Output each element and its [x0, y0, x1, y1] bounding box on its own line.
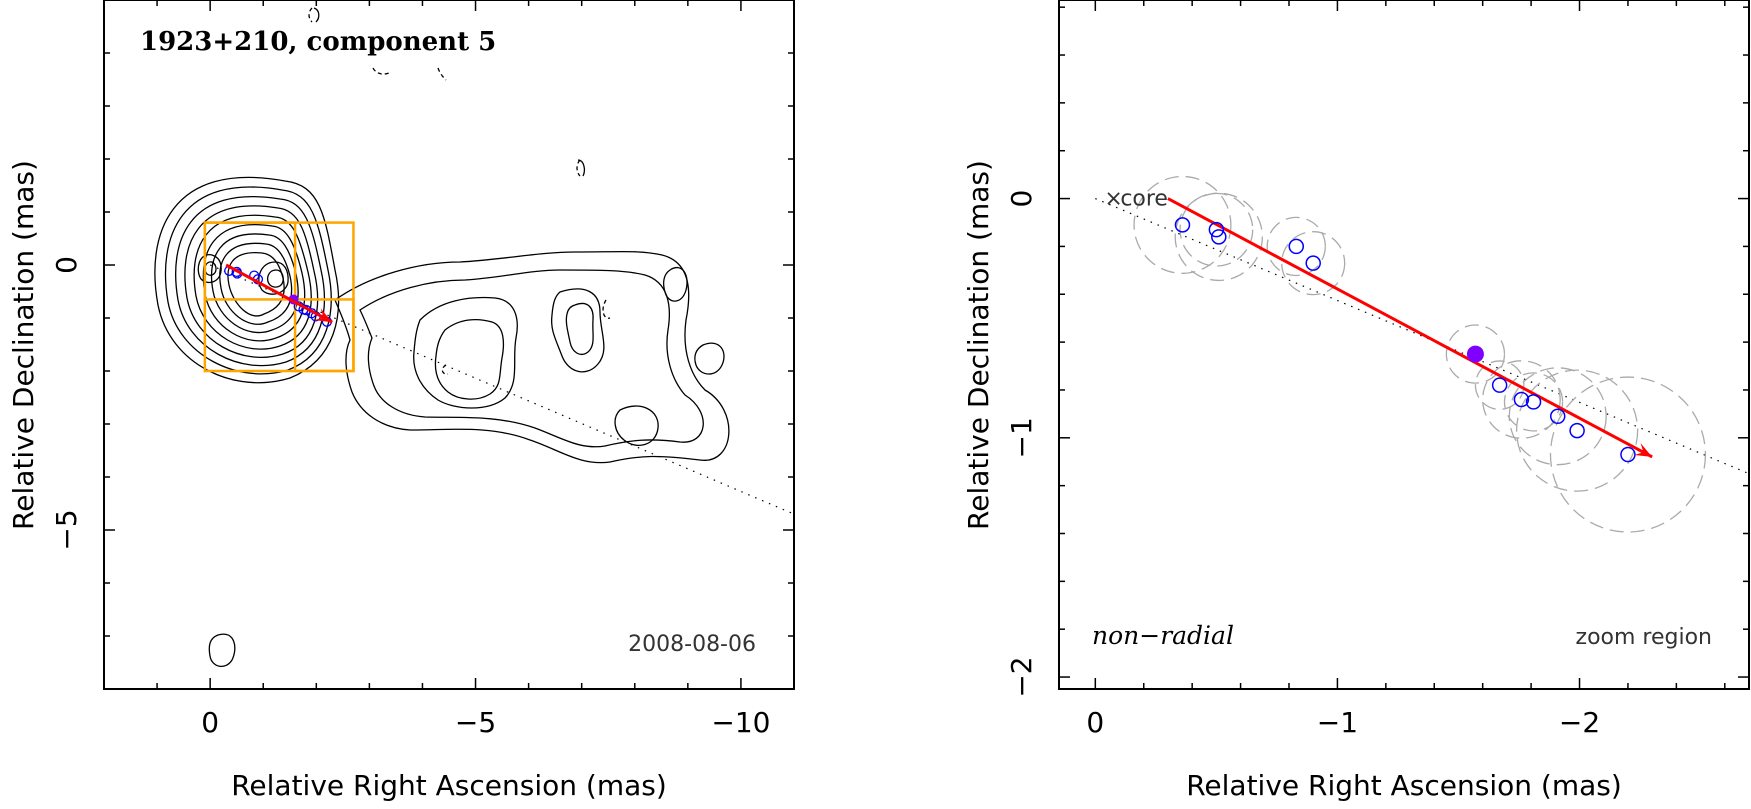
left-axis-ticks: 0 −5 −10 0 −5	[50, 0, 795, 739]
right-y-tick-label: −2	[1005, 656, 1038, 697]
map-title: 1923+210, component 5	[140, 27, 496, 57]
component-marker	[1620, 446, 1636, 463]
jet-direction-arrow	[225, 263, 333, 324]
right-y-axis-label: Relative Declination (mas)	[962, 160, 995, 530]
left-x-axis-label: Relative Right Ascension (mas)	[231, 769, 667, 802]
contour-map	[154, 7, 730, 667]
left-y-tick-label: 0	[50, 256, 83, 274]
observation-date: 2008-08-06	[628, 632, 756, 657]
jet-direction-arrow	[1167, 197, 1653, 459]
zoom-region-label: zoom region	[1576, 625, 1712, 650]
component-size-circle	[1482, 360, 1561, 439]
left-x-tick-label: −5	[455, 706, 496, 739]
zoom-box-1	[203, 221, 297, 301]
right-x-tick-label: −2	[1559, 706, 1600, 739]
component-marker	[1174, 217, 1191, 233]
component-marker	[1525, 394, 1542, 410]
right-x-axis-label: Relative Right Ascension (mas)	[1186, 769, 1622, 802]
component-marker	[1491, 377, 1508, 393]
left-arrow-head	[314, 308, 333, 323]
core-label: core	[1120, 187, 1168, 212]
right-y-tick-label: −1	[1005, 417, 1038, 458]
non-radial-label: non−radial	[1092, 621, 1234, 650]
component-size-circle	[1266, 216, 1326, 277]
left-arrow-shaft	[225, 263, 333, 324]
right-plot-frame	[1058, 0, 1750, 690]
left-plot-frame	[103, 0, 795, 690]
left-y-tick-label: −5	[50, 509, 83, 550]
component-marker	[1513, 391, 1530, 408]
zoom-region-boxes	[203, 221, 355, 373]
right-radial-line	[1095, 198, 1750, 475]
component-marker	[1288, 238, 1305, 255]
component-marker	[1549, 408, 1566, 425]
right-x-tick-label: −1	[1317, 706, 1358, 739]
highlight-size-circle	[1445, 324, 1506, 384]
isolated-contours	[208, 7, 725, 667]
left-y-axis-label: Relative Declination (mas)	[7, 160, 40, 530]
radial-direction-line	[1095, 198, 1750, 475]
zoom-box-2	[293, 298, 355, 373]
core-contours	[154, 176, 340, 384]
component-marker	[1211, 229, 1227, 245]
right-y-tick-label: 0	[1005, 190, 1038, 208]
component-size-circle	[1474, 360, 1525, 411]
left-panel-contour-map: 0 −5 −10 0 −5	[7, 0, 795, 802]
component-size-circle	[1515, 369, 1639, 492]
component-marker	[1208, 221, 1225, 238]
right-axis-ticks: 0 −1 −2 0 −1 −2	[1005, 0, 1749, 739]
component-marker	[1569, 422, 1585, 439]
component-size-circle	[1549, 376, 1707, 533]
right-panel-zoom: 0 −1 −2 0 −1 −2 × core non−radial zoom region…	[962, 0, 1750, 802]
component-size-circle	[1508, 367, 1607, 466]
component-size-circle	[1133, 175, 1232, 274]
right-arrow-shaft	[1167, 197, 1653, 459]
jet-contours	[334, 250, 730, 464]
highlight-component-marker	[1466, 345, 1484, 363]
component-size-circle	[1281, 231, 1346, 296]
left-x-tick-label: −10	[711, 706, 770, 739]
left-x-tick-label: 0	[201, 706, 219, 739]
right-arrow-head	[1634, 443, 1653, 457]
right-x-tick-label: 0	[1086, 706, 1104, 739]
component-markers: ×	[1104, 187, 1636, 463]
core-marker-icon: ×	[1104, 187, 1122, 212]
component-size-circle	[1174, 192, 1264, 282]
component-marker	[1305, 255, 1321, 271]
component-size-circle	[1503, 372, 1564, 432]
component-size-circles	[1133, 175, 1707, 533]
